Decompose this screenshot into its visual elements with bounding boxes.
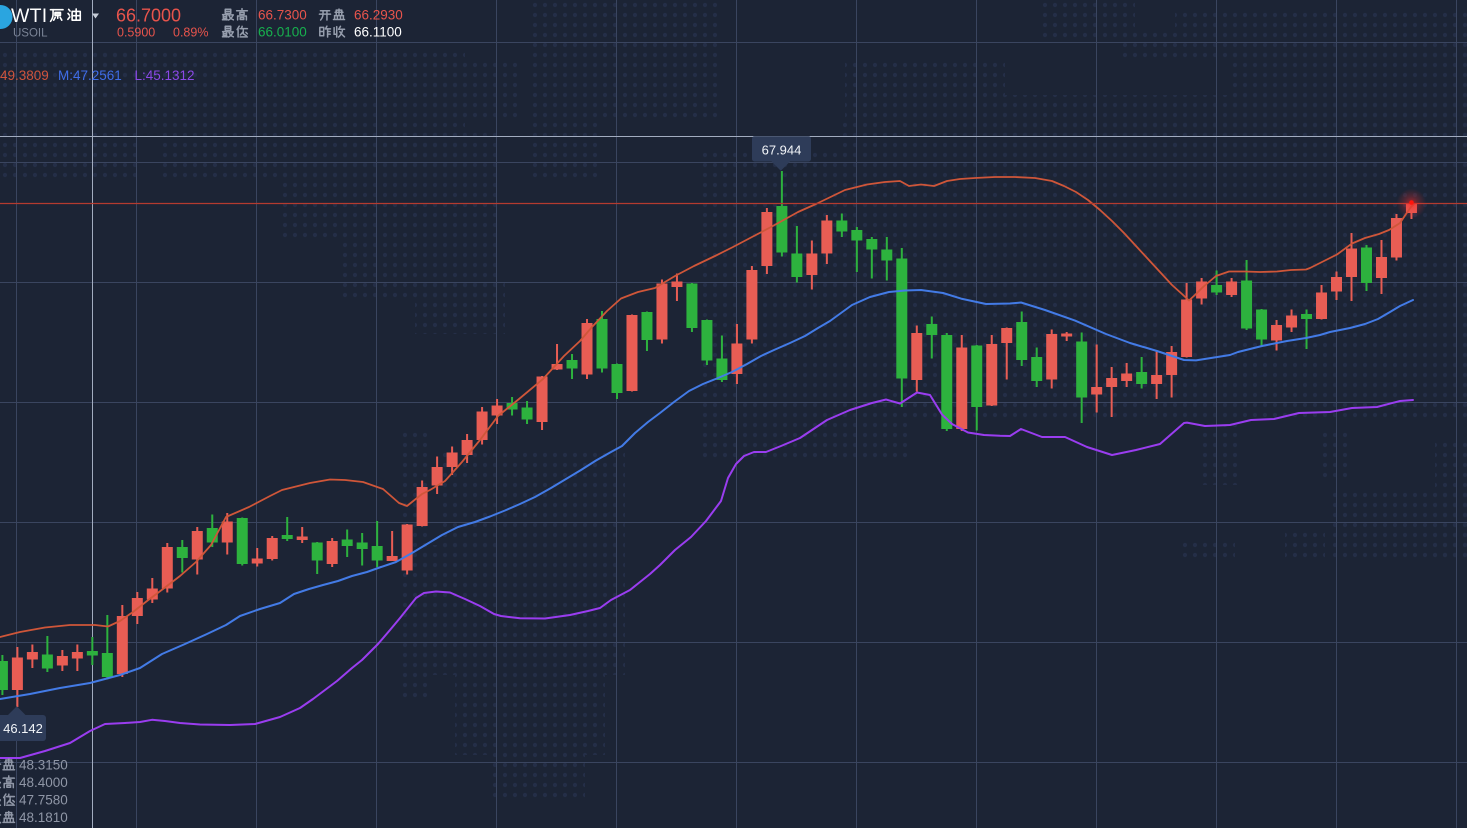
svg-text:48.3150: 48.3150 bbox=[19, 757, 68, 772]
svg-text:USOIL: USOIL bbox=[13, 27, 48, 39]
svg-text:66.2930: 66.2930 bbox=[354, 8, 403, 23]
svg-text:66.0100: 66.0100 bbox=[258, 25, 307, 40]
svg-text:66.7300: 66.7300 bbox=[258, 8, 307, 23]
svg-text:67.944: 67.944 bbox=[762, 143, 802, 158]
svg-text:46.142: 46.142 bbox=[3, 721, 43, 736]
svg-text:M:47.2561: M:47.2561 bbox=[58, 68, 122, 83]
svg-text:L:45.1312: L:45.1312 bbox=[135, 68, 195, 83]
svg-text:48.4000: 48.4000 bbox=[19, 775, 68, 790]
svg-text:48.1810: 48.1810 bbox=[19, 810, 68, 825]
svg-text:66.1100: 66.1100 bbox=[354, 25, 402, 40]
svg-text:WTI: WTI bbox=[11, 5, 47, 27]
svg-text:49.3809: 49.3809 bbox=[0, 68, 49, 83]
svg-text:0.89%: 0.89% bbox=[173, 25, 208, 39]
svg-text:66.7000: 66.7000 bbox=[116, 6, 181, 26]
svg-text:0.5900: 0.5900 bbox=[117, 25, 155, 39]
svg-text:47.7580: 47.7580 bbox=[19, 792, 68, 807]
